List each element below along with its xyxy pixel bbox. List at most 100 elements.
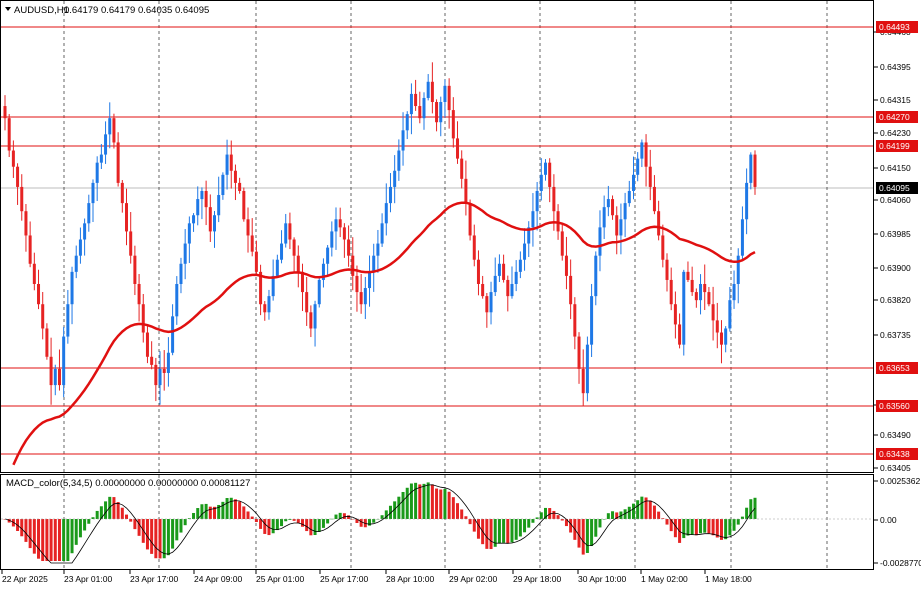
- macd-bar: [221, 501, 225, 519]
- macd-bar: [154, 519, 158, 559]
- candle-body: [347, 239, 351, 256]
- macd-bar: [388, 505, 392, 519]
- horizontal-levels[interactable]: [1, 26, 873, 455]
- candle-body: [447, 85, 451, 111]
- candle-body: [724, 328, 728, 345]
- macd-bar: [368, 519, 372, 526]
- macd-bar: [447, 491, 451, 519]
- candle-body: [87, 203, 91, 224]
- macd-bar: [631, 503, 635, 519]
- macd-bar: [321, 519, 325, 528]
- candle-body: [78, 239, 82, 256]
- candle-body: [657, 211, 661, 236]
- macd-bar: [690, 519, 694, 535]
- candle-body: [53, 368, 57, 386]
- candle-body: [615, 215, 619, 236]
- candle-body: [179, 263, 183, 284]
- macd-bar: [539, 512, 543, 519]
- macd-bar: [347, 515, 351, 519]
- candle-body: [74, 255, 78, 272]
- candle-body: [3, 106, 7, 119]
- macd-bar: [317, 519, 321, 532]
- macd-bar: [489, 519, 493, 550]
- macd-bar: [246, 511, 250, 519]
- candle-body: [288, 223, 292, 240]
- candle-body: [439, 102, 443, 123]
- candle-body: [573, 304, 577, 337]
- candle-body: [317, 279, 321, 305]
- macd-bar: [426, 482, 430, 519]
- candle-body: [384, 203, 388, 224]
- candle-body: [275, 259, 279, 276]
- price-label: 0.63490: [880, 430, 911, 440]
- candle-body: [627, 190, 631, 204]
- candle-body: [70, 271, 74, 305]
- macd-bar: [192, 512, 196, 519]
- candle-body: [736, 255, 740, 284]
- macd-bar: [485, 519, 489, 549]
- candle-body: [120, 182, 124, 204]
- macd-bar: [694, 519, 698, 536]
- macd-bar: [736, 519, 740, 525]
- dropdown-arrow-icon[interactable]: [5, 7, 11, 11]
- macd-bar: [330, 518, 334, 520]
- macd-scale[interactable]: 0.0025362 0.00 -0.0028770: [874, 476, 921, 568]
- candle-body: [238, 182, 242, 191]
- macd-bar: [342, 513, 346, 519]
- level-tag-label: 0.64270: [879, 112, 910, 122]
- macd-bar: [49, 519, 53, 561]
- macd-bar: [37, 519, 41, 559]
- candle-body: [376, 243, 380, 256]
- candle-body: [598, 227, 602, 256]
- candle-body: [104, 134, 108, 155]
- macd-bar: [74, 519, 78, 545]
- price-label: 0.63405: [880, 463, 911, 473]
- price-label: 0.63735: [880, 330, 911, 340]
- candle-body: [669, 279, 673, 305]
- macd-bar: [179, 519, 183, 533]
- macd-bar: [62, 519, 66, 561]
- candle-body: [548, 162, 552, 187]
- macd-bar: [418, 484, 422, 519]
- candle-body: [225, 154, 229, 175]
- macd-bar: [208, 506, 212, 519]
- macd-bar: [45, 519, 49, 561]
- time-label: 28 Apr 10:00: [386, 574, 434, 584]
- macd-bar: [20, 519, 24, 537]
- macd-bar: [443, 488, 447, 519]
- macd-bar: [288, 519, 292, 520]
- macd-bar: [145, 519, 149, 550]
- candle-body: [204, 190, 208, 208]
- candle-body: [489, 292, 493, 313]
- candle-body: [535, 190, 539, 212]
- level-tag-label: 0.63653: [879, 363, 910, 373]
- candle-body: [539, 174, 543, 191]
- symbol-timeframe[interactable]: AUDUSD,H1: [14, 5, 69, 16]
- macd-bar: [284, 519, 288, 522]
- candle-body: [602, 207, 606, 228]
- ohlc-values: 0.64179 0.64179 0.64035 0.64095: [64, 5, 209, 16]
- macd-bar: [527, 519, 531, 528]
- macd-signal-line: [4, 484, 756, 564]
- macd-bar: [204, 503, 208, 519]
- macd-bar: [556, 515, 560, 519]
- macd-bar: [32, 519, 36, 554]
- candle-body: [41, 304, 45, 329]
- candle-body: [250, 235, 254, 252]
- candle-body: [753, 154, 757, 187]
- candle-body: [682, 271, 686, 345]
- macd-label: 0.0025362: [880, 476, 920, 486]
- macd-bar: [372, 519, 376, 523]
- time-axis[interactable]: 22 Apr 2025 23 Apr 01:00 23 Apr 17:00 24 Ap…: [1, 570, 752, 584]
- macd-bar: [305, 519, 309, 532]
- price-label: 0.64150: [880, 163, 911, 173]
- macd-bar: [619, 511, 623, 519]
- macd-bar: [229, 497, 233, 519]
- candle-body: [493, 275, 497, 293]
- candle-body: [267, 296, 271, 313]
- macd-bar: [280, 519, 284, 527]
- macd-bar: [552, 510, 556, 519]
- candle-body: [57, 368, 61, 386]
- macd-bar: [66, 519, 70, 561]
